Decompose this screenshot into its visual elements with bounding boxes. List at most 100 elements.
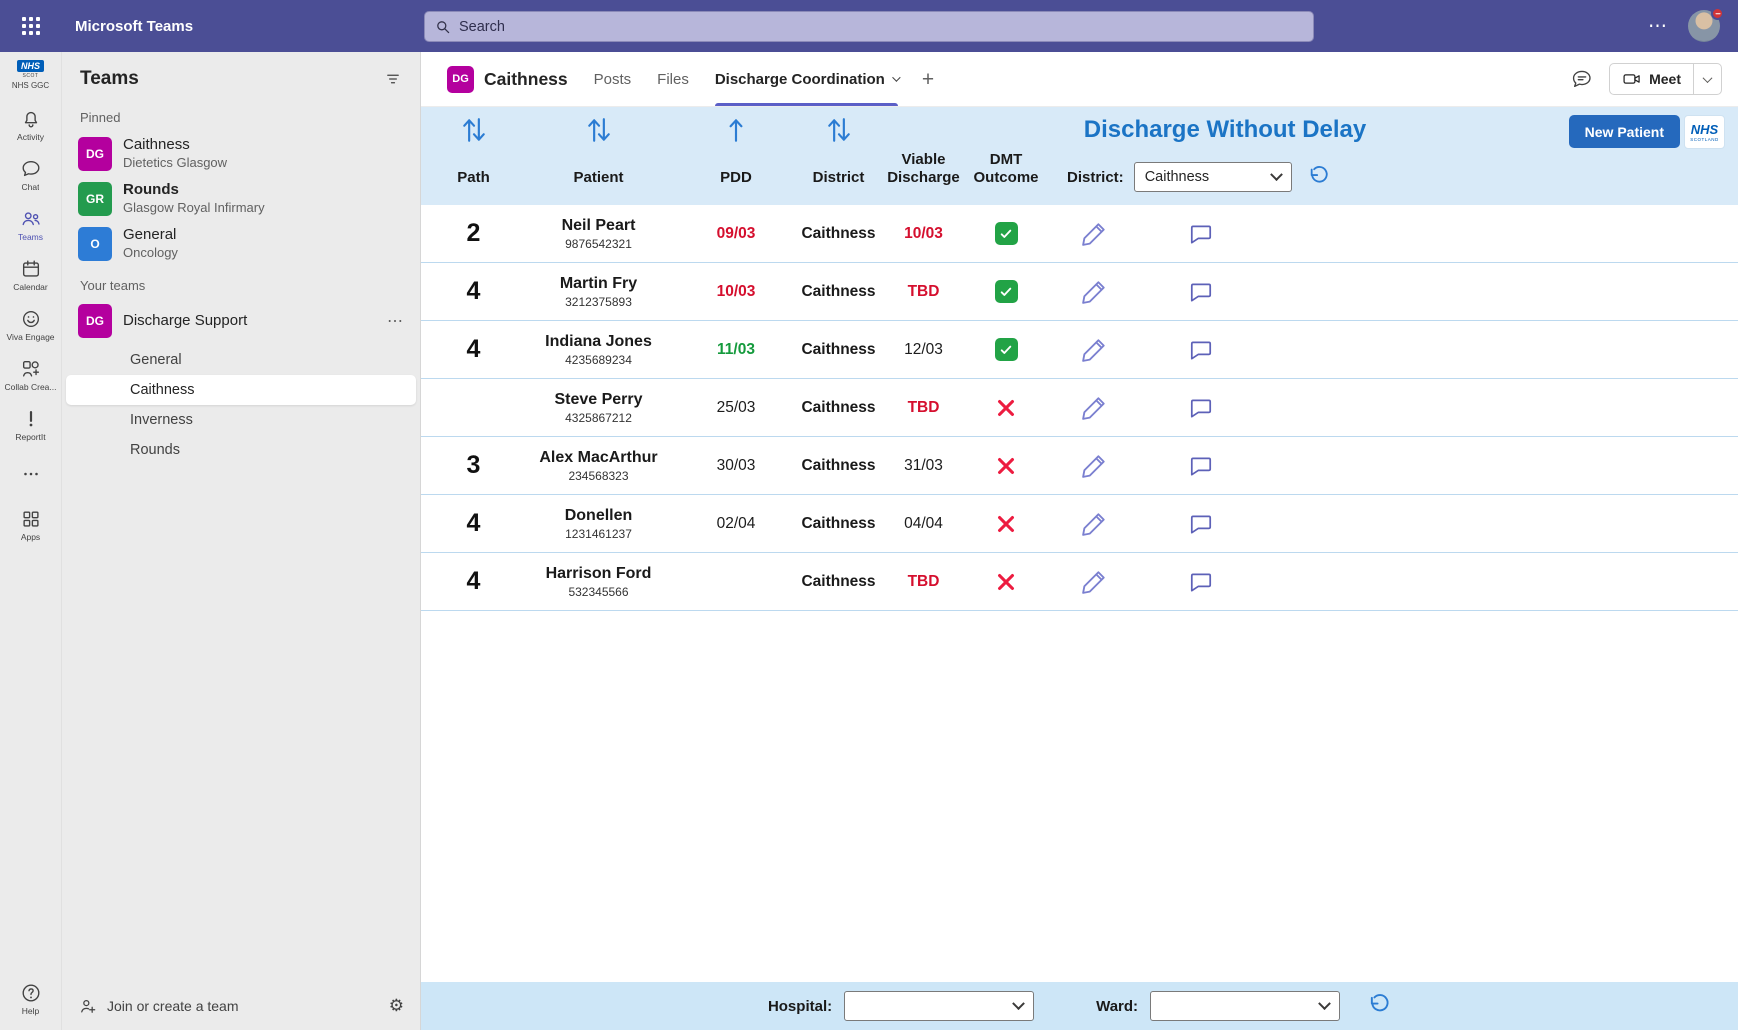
edit-patient-button[interactable] bbox=[1079, 451, 1109, 481]
team-avatar: GR bbox=[78, 181, 112, 216]
edit-patient-button[interactable] bbox=[1079, 335, 1109, 365]
patient-id: 1231461237 bbox=[565, 526, 632, 541]
edit-patient-button[interactable] bbox=[1079, 219, 1109, 249]
viva-engage-icon bbox=[20, 308, 42, 330]
discharge-app: Path Patient PDD District Viable Discharge DM… bbox=[421, 107, 1738, 1030]
channel-item-rounds[interactable]: Rounds bbox=[130, 442, 180, 458]
chat-icon bbox=[20, 158, 42, 180]
footer-reset-button[interactable] bbox=[1368, 993, 1391, 1019]
sort-updown-icon bbox=[460, 113, 488, 150]
rail-item-teams[interactable]: Teams bbox=[0, 200, 61, 250]
pinned-team-rounds[interactable]: GR Rounds Glasgow Royal Infirmary bbox=[62, 176, 420, 221]
comment-button[interactable] bbox=[1188, 511, 1214, 537]
rail-item-reportit[interactable]: ReportIt bbox=[0, 400, 61, 450]
search-bar[interactable] bbox=[424, 11, 1314, 42]
team-more-button[interactable]: ⋯ bbox=[387, 313, 404, 330]
more-options-button[interactable]: ⋯ bbox=[1648, 15, 1668, 37]
edit-patient-button[interactable] bbox=[1079, 567, 1109, 597]
pencil-icon bbox=[1079, 451, 1109, 481]
edit-patient-button[interactable] bbox=[1079, 393, 1109, 423]
district-filter-reset-button[interactable] bbox=[1308, 165, 1330, 190]
district-filter-select[interactable]: Caithness bbox=[1133, 162, 1292, 192]
rail-item-calendar[interactable]: Calendar bbox=[0, 250, 61, 300]
dmt-outcome-cell bbox=[971, 222, 1041, 245]
viable-discharge-cell: TBD bbox=[907, 282, 940, 300]
pinned-team-caithness[interactable]: DG Caithness Dietetics Glasgow bbox=[62, 131, 420, 176]
rail-item-viva-engage[interactable]: Viva Engage bbox=[0, 300, 61, 350]
district-filter: District: Caithness bbox=[1067, 162, 1330, 192]
open-conversation-button[interactable] bbox=[1571, 68, 1593, 90]
new-patient-button[interactable]: New Patient bbox=[1568, 115, 1680, 148]
meet-dropdown-button[interactable] bbox=[1693, 64, 1721, 94]
chevron-down-icon bbox=[1012, 996, 1025, 1010]
channel-title: Caithness bbox=[484, 68, 568, 89]
person-add-icon bbox=[78, 996, 98, 1016]
search-input[interactable] bbox=[459, 18, 1303, 35]
rail-item-collab[interactable]: Collab Crea... bbox=[0, 350, 61, 400]
patient-id: 3212375893 bbox=[565, 294, 632, 309]
pencil-icon bbox=[1079, 335, 1109, 365]
comment-bubble-icon bbox=[1188, 511, 1214, 537]
user-avatar[interactable] bbox=[1688, 7, 1724, 42]
sort-pdd-button[interactable] bbox=[671, 113, 801, 150]
tab-discharge-coordination[interactable]: Discharge Coordination bbox=[714, 52, 901, 106]
app-title: Microsoft Teams bbox=[75, 17, 194, 35]
comment-button[interactable] bbox=[1188, 569, 1214, 595]
hospital-filter-select[interactable] bbox=[844, 991, 1035, 1021]
team-avatar: O bbox=[78, 226, 112, 261]
join-create-team-button[interactable]: Join or create a team bbox=[78, 996, 239, 1016]
channel-item-inverness[interactable]: Inverness bbox=[130, 412, 193, 428]
gear-icon[interactable]: ⚙ bbox=[388, 996, 404, 1015]
edit-patient-button[interactable] bbox=[1079, 509, 1109, 539]
rail-item-chat[interactable]: Chat bbox=[0, 150, 61, 200]
patient-id: 9876542321 bbox=[565, 236, 632, 251]
district-cell: Caithness bbox=[801, 398, 876, 416]
pdd-cell: 10/03 bbox=[716, 282, 756, 300]
app-launcher-button[interactable] bbox=[0, 17, 61, 35]
district-cell: Caithness bbox=[801, 572, 876, 590]
patient-name: Harrison Ford bbox=[545, 564, 652, 582]
reportit-icon bbox=[20, 408, 42, 430]
comment-button[interactable] bbox=[1188, 395, 1214, 421]
team-avatar: DG bbox=[78, 136, 112, 171]
channel-item-general[interactable]: General bbox=[130, 352, 182, 368]
meet-split-button: Meet bbox=[1609, 63, 1722, 95]
rail-item-help[interactable]: Help bbox=[0, 974, 61, 1024]
rail-item-more[interactable] bbox=[0, 450, 61, 500]
team-avatar: DG bbox=[78, 304, 112, 338]
comment-bubble-icon bbox=[1188, 221, 1214, 247]
dmt-cross-icon bbox=[995, 455, 1017, 477]
team-name: General bbox=[123, 226, 177, 243]
ward-filter-select[interactable] bbox=[1150, 991, 1341, 1021]
channel-item-caithness[interactable]: Caithness bbox=[66, 375, 416, 405]
dmt-outcome-cell bbox=[971, 513, 1041, 535]
comment-button[interactable] bbox=[1188, 453, 1214, 479]
sort-patient-button[interactable] bbox=[526, 113, 671, 150]
add-tab-button[interactable]: + bbox=[921, 67, 935, 91]
waffle-icon bbox=[21, 17, 40, 35]
chevron-down-icon bbox=[1318, 996, 1331, 1010]
team-discharge-support[interactable]: DG Discharge Support ⋯ bbox=[62, 299, 420, 343]
sort-district-button[interactable] bbox=[801, 113, 876, 150]
comment-button[interactable] bbox=[1188, 337, 1214, 363]
apps-icon bbox=[20, 508, 42, 530]
pencil-icon bbox=[1079, 567, 1109, 597]
filter-button[interactable] bbox=[384, 70, 402, 88]
sort-path-button[interactable] bbox=[421, 113, 526, 150]
tab-files[interactable]: Files bbox=[657, 70, 689, 88]
comment-button[interactable] bbox=[1188, 279, 1214, 305]
tab-strip: Posts Files Discharge Coordination bbox=[593, 52, 901, 106]
title-bar: Microsoft Teams ⋯ bbox=[0, 0, 1738, 52]
rail-item-activity[interactable]: Activity bbox=[0, 100, 61, 150]
app-rail: NHS SCOT NHS GGC Activity Chat Teams Cal… bbox=[0, 52, 61, 1030]
sort-updown-icon bbox=[825, 113, 853, 150]
calendar-icon bbox=[20, 258, 42, 280]
rail-item-apps[interactable]: Apps bbox=[0, 500, 61, 550]
dmt-cross-icon bbox=[995, 571, 1017, 593]
tab-posts[interactable]: Posts bbox=[593, 70, 632, 88]
topbar-actions: ⋯ bbox=[1648, 7, 1738, 42]
pinned-team-general[interactable]: O General Oncology bbox=[62, 221, 420, 266]
comment-button[interactable] bbox=[1188, 221, 1214, 247]
edit-patient-button[interactable] bbox=[1079, 277, 1109, 307]
meet-button[interactable]: Meet bbox=[1610, 64, 1693, 94]
